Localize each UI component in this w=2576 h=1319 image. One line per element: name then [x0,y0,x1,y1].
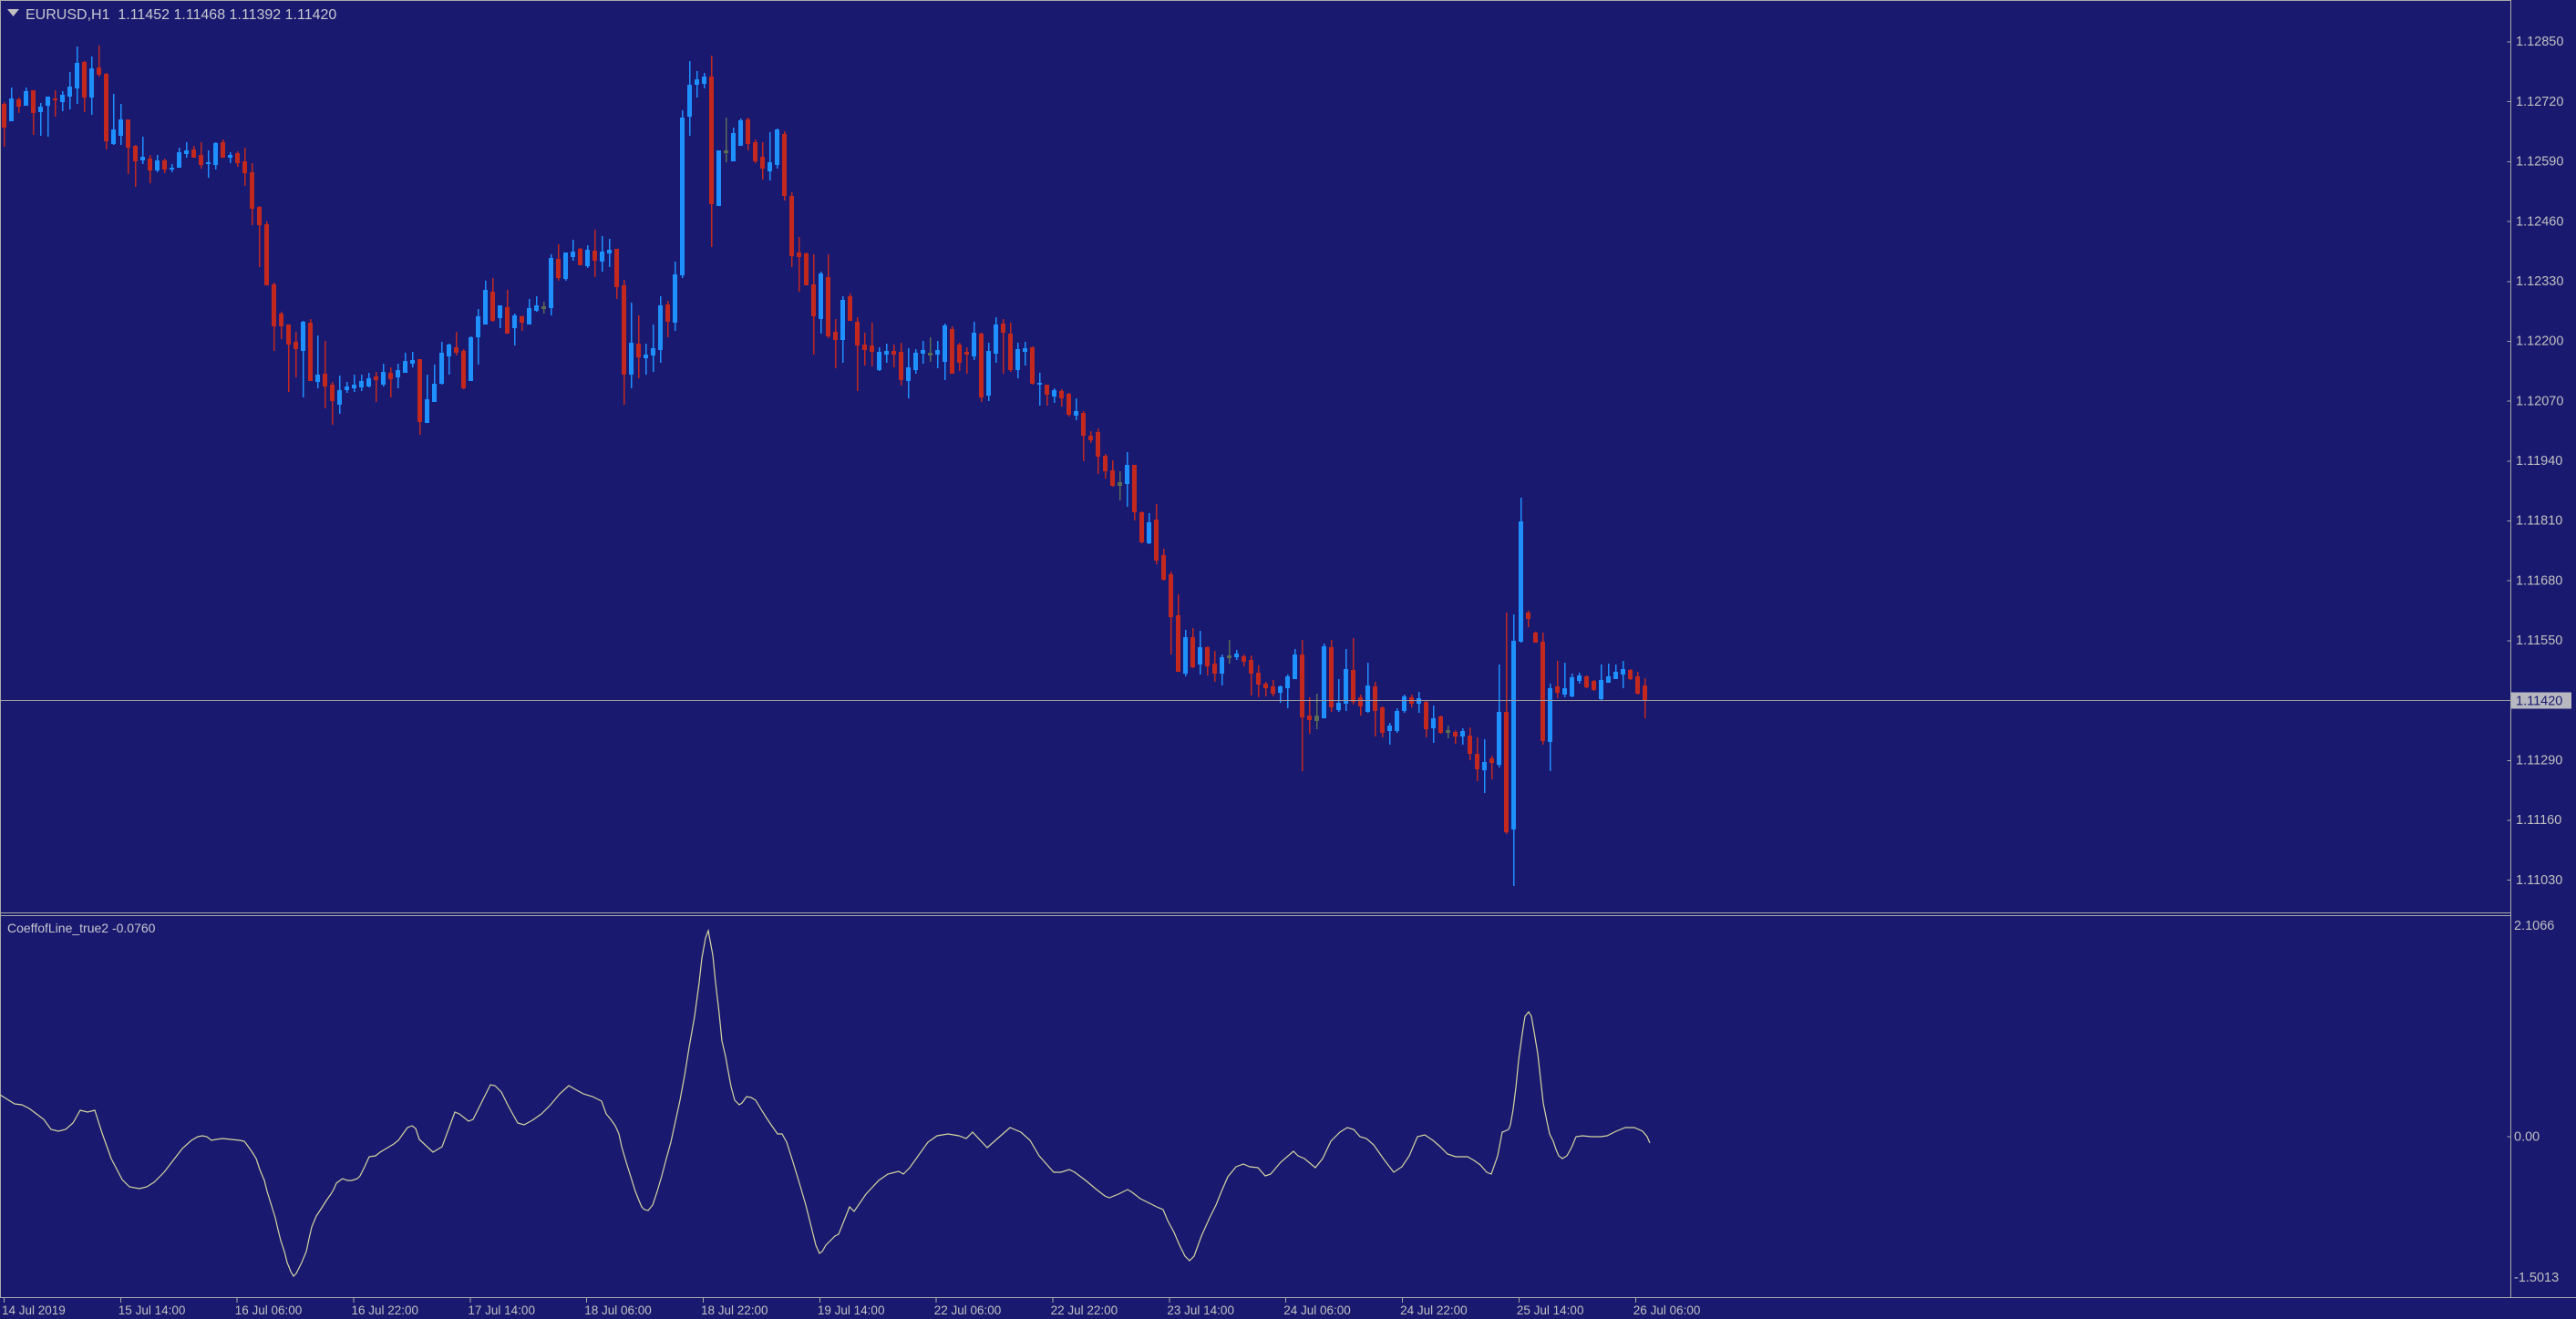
svg-text:19 Jul 14:00: 19 Jul 14:00 [818,1304,885,1317]
svg-text:24 Jul 06:00: 24 Jul 06:00 [1283,1304,1351,1317]
svg-text:23 Jul 14:00: 23 Jul 14:00 [1167,1304,1234,1317]
svg-text:22 Jul 06:00: 22 Jul 06:00 [934,1304,1002,1317]
svg-text:1.12070: 1.12070 [2516,394,2563,408]
svg-text:14 Jul 2019: 14 Jul 2019 [2,1304,66,1317]
svg-text:26 Jul 06:00: 26 Jul 06:00 [1633,1304,1701,1317]
svg-text:22 Jul 22:00: 22 Jul 22:00 [1051,1304,1118,1317]
svg-text:CoeffofLine_true2 -0.0760: CoeffofLine_true2 -0.0760 [7,921,156,935]
svg-text:16 Jul 06:00: 16 Jul 06:00 [235,1304,303,1317]
svg-text:0.00: 0.00 [2514,1130,2540,1145]
svg-text:1.11290: 1.11290 [2516,754,2562,768]
svg-text:1.11940: 1.11940 [2516,454,2562,469]
svg-text:1.11810: 1.11810 [2516,514,2562,529]
svg-text:1.12200: 1.12200 [2516,335,2563,349]
svg-text:1.12850: 1.12850 [2516,35,2563,49]
svg-text:17 Jul 14:00: 17 Jul 14:00 [468,1304,535,1317]
svg-text:1.12720: 1.12720 [2516,95,2563,109]
svg-text:25 Jul 14:00: 25 Jul 14:00 [1517,1304,1584,1317]
svg-text:1.12330: 1.12330 [2516,274,2563,289]
svg-text:18 Jul 06:00: 18 Jul 06:00 [584,1304,652,1317]
svg-text:1.11030: 1.11030 [2516,873,2562,888]
svg-text:1.11550: 1.11550 [2516,634,2562,648]
svg-text:1.11160: 1.11160 [2516,813,2561,828]
svg-text:1.12460: 1.12460 [2516,214,2563,229]
svg-text:1.11680: 1.11680 [2516,573,2562,588]
svg-text:16 Jul 22:00: 16 Jul 22:00 [352,1304,419,1317]
svg-text:-1.5013: -1.5013 [2514,1271,2559,1285]
svg-text:EURUSD,H1 1.11452 1.11468 1.1: EURUSD,H1 1.11452 1.11468 1.11392 1.1142… [26,7,336,23]
svg-text:1.12590: 1.12590 [2516,155,2563,170]
svg-text:18 Jul 22:00: 18 Jul 22:00 [701,1304,768,1317]
svg-text:24 Jul 22:00: 24 Jul 22:00 [1400,1304,1468,1317]
svg-text:2.1066: 2.1066 [2514,919,2554,933]
svg-text:15 Jul 14:00: 15 Jul 14:00 [118,1304,186,1317]
svg-text:1.11420: 1.11420 [2516,695,2562,709]
